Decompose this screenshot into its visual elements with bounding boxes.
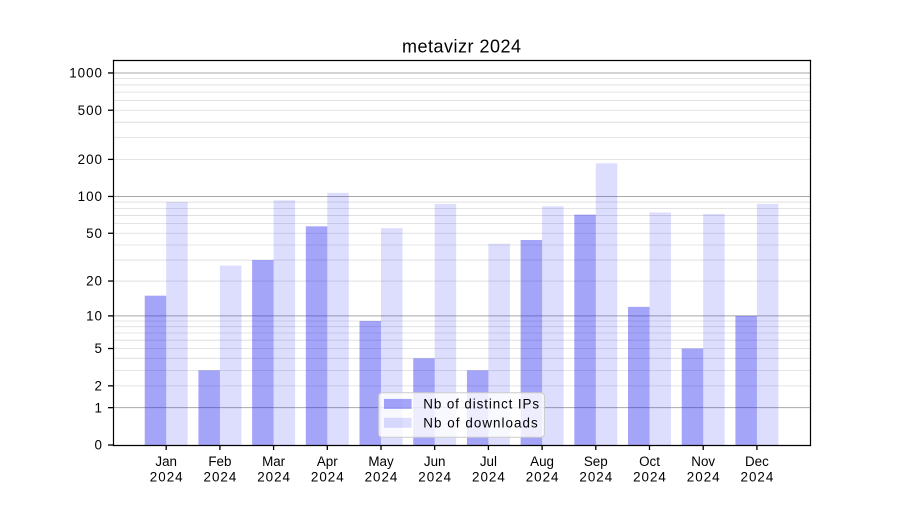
svg-text:2024: 2024 — [204, 470, 238, 485]
svg-text:2024: 2024 — [257, 470, 291, 485]
svg-text:2024: 2024 — [741, 470, 775, 485]
svg-text:Nb of downloads: Nb of downloads — [423, 416, 539, 431]
svg-text:Dec: Dec — [745, 454, 769, 469]
svg-text:Aug: Aug — [530, 454, 554, 469]
svg-text:May: May — [368, 454, 394, 469]
svg-text:Jul: Jul — [480, 454, 497, 469]
svg-text:2024: 2024 — [633, 470, 667, 485]
svg-text:10: 10 — [86, 309, 103, 324]
svg-text:2024: 2024 — [472, 470, 506, 485]
svg-text:2024: 2024 — [150, 470, 184, 485]
svg-text:Mar: Mar — [262, 454, 286, 469]
svg-text:Nb of distinct IPs: Nb of distinct IPs — [423, 397, 540, 412]
svg-text:0: 0 — [95, 438, 103, 453]
svg-text:2024: 2024 — [579, 470, 613, 485]
svg-text:Jun: Jun — [424, 454, 446, 469]
svg-text:Feb: Feb — [208, 454, 231, 469]
svg-text:Nov: Nov — [691, 454, 715, 469]
svg-text:Sep: Sep — [584, 454, 608, 469]
svg-text:2: 2 — [95, 379, 103, 394]
svg-text:2024: 2024 — [311, 470, 345, 485]
svg-text:2024: 2024 — [418, 470, 452, 485]
svg-text:200: 200 — [78, 152, 103, 167]
svg-text:5: 5 — [95, 341, 103, 356]
svg-text:100: 100 — [78, 189, 103, 204]
svg-text:500: 500 — [78, 103, 103, 118]
svg-text:2024: 2024 — [365, 470, 399, 485]
svg-text:Apr: Apr — [317, 454, 338, 469]
svg-text:Jan: Jan — [155, 454, 177, 469]
svg-text:Oct: Oct — [639, 454, 660, 469]
svg-text:metavizr 2024: metavizr 2024 — [402, 36, 522, 56]
svg-text:2024: 2024 — [687, 470, 721, 485]
svg-text:2024: 2024 — [526, 470, 560, 485]
svg-text:20: 20 — [86, 274, 103, 289]
svg-text:1000: 1000 — [69, 66, 103, 81]
svg-text:50: 50 — [86, 226, 103, 241]
svg-text:1: 1 — [95, 400, 103, 415]
